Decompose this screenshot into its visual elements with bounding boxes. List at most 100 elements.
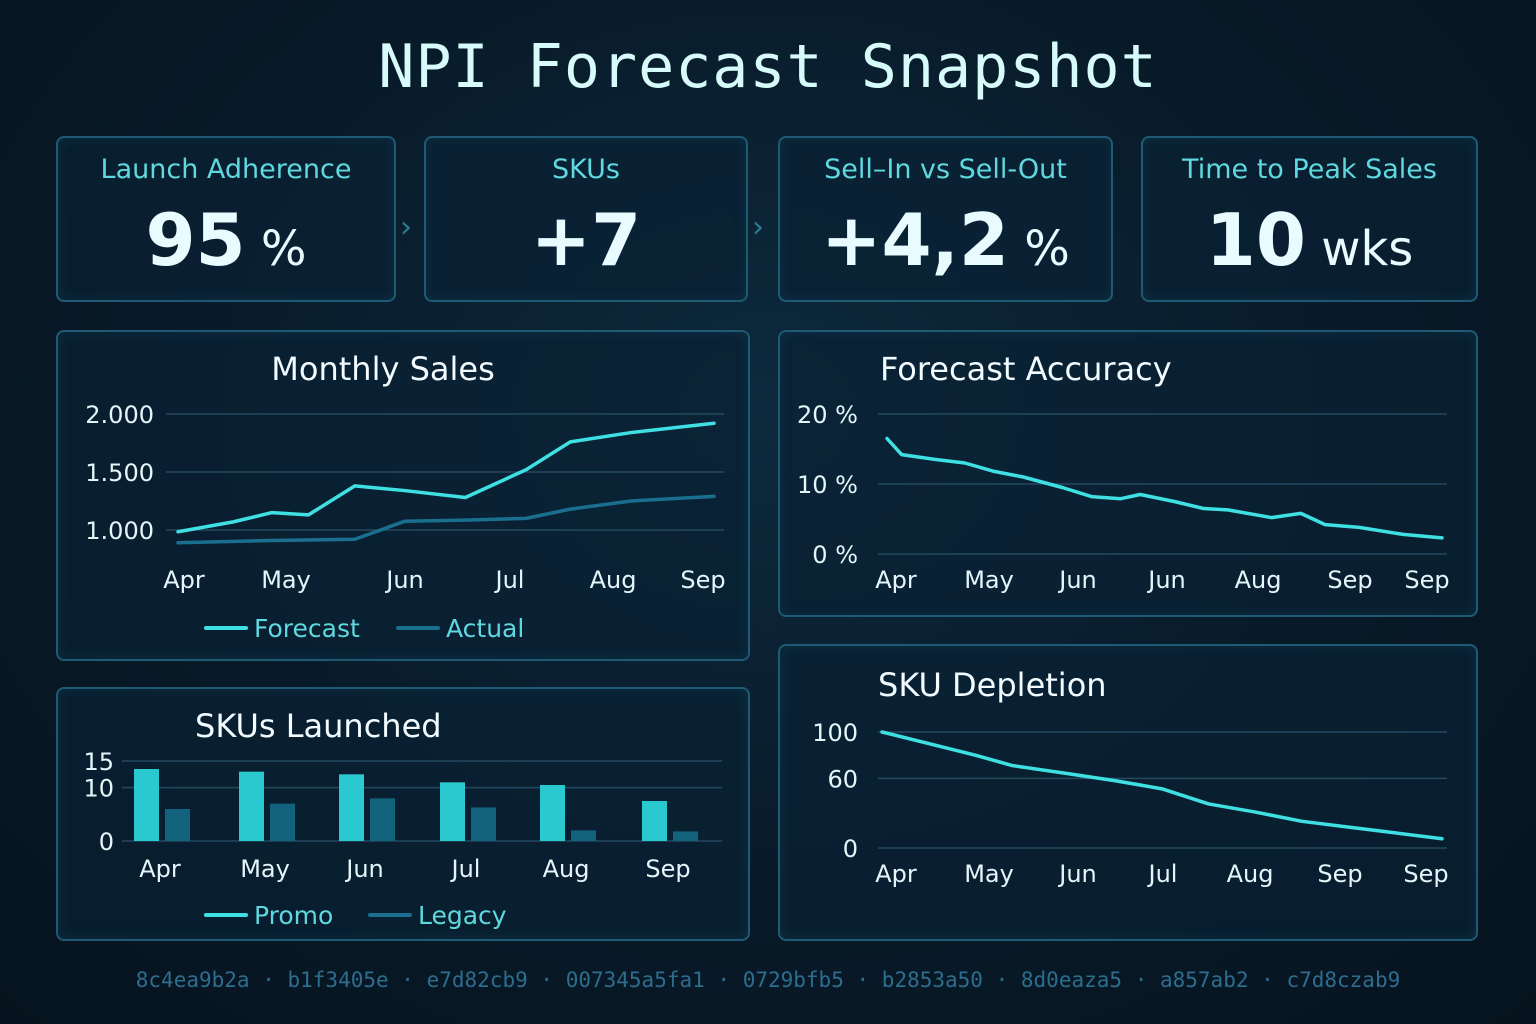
- x-tick-label: Jun: [1146, 566, 1186, 594]
- chart-title: SKUs Launched: [195, 707, 442, 745]
- y-tick-label: 1.000: [85, 517, 154, 545]
- footer-hash: c7d8czab9: [1286, 968, 1401, 992]
- kpi-value: +4,2 %: [821, 198, 1070, 282]
- y-tick-label: 20 %: [797, 401, 858, 429]
- bar-promo: [440, 782, 465, 841]
- bar-legacy: [471, 807, 496, 841]
- footer-hash: 007345a5fa1: [565, 968, 705, 992]
- x-tick-label: May: [964, 566, 1014, 594]
- kpi-value: +7: [530, 198, 642, 282]
- sku-depletion-chart: 0 60 100 Apr May Jun Jul Aug Sep Sep: [812, 719, 1448, 888]
- bar-promo: [134, 769, 159, 841]
- chart-title: Monthly Sales: [271, 350, 495, 388]
- chart-title: Forecast Accuracy: [880, 350, 1172, 388]
- series-line-main: [880, 730, 1444, 841]
- sku-depletion-panel: SKU Depletion 0 60 100 Apr May Jun Jul Aug Sep Se…: [778, 644, 1478, 941]
- x-tick-label: Jul: [1147, 860, 1178, 888]
- x-tick-label: Aug: [590, 566, 637, 594]
- chevron-right-icon: ›: [752, 210, 764, 245]
- x-tick-label: Sep: [1404, 566, 1449, 594]
- forecast-accuracy-chart: 0 % 10 % 20 % Apr May Jun Jun Aug Sep Sep: [797, 401, 1450, 594]
- y-tick-label: 60: [827, 765, 858, 793]
- footer-hash: 8d0eaza5: [1020, 968, 1123, 992]
- x-tick-label: Sep: [680, 566, 725, 594]
- footer-separator: ·: [527, 968, 566, 992]
- series-line-forecast: [176, 421, 716, 534]
- series-line-actual: [176, 494, 716, 545]
- y-tick-label: 15: [83, 748, 114, 776]
- x-tick-label: Jun: [384, 566, 424, 594]
- skus-launched-panel: SKUs Launched 0 10 15 Apr May Jun Jul Aug Sep Pro…: [56, 687, 750, 941]
- footer-hash: 0729bfb5: [742, 968, 844, 992]
- x-tick-label: Sep: [1403, 860, 1448, 888]
- y-tick-label: 100: [812, 719, 858, 747]
- kpi-value: 10 wks: [1205, 198, 1414, 282]
- footer-separator: ·: [1122, 968, 1160, 992]
- x-tick-label: Jun: [1057, 860, 1097, 888]
- legend-label: Promo: [254, 901, 333, 930]
- x-tick-label: May: [964, 860, 1014, 888]
- y-tick-label: 10: [83, 775, 114, 803]
- y-tick-label: 2.000: [85, 401, 154, 429]
- monthly-sales-chart: 1.000 1.500 2.000 Apr May Jun Jul Aug Sep Forecas…: [85, 401, 725, 643]
- x-tick-label: Sep: [1327, 566, 1372, 594]
- x-tick-label: Sep: [645, 855, 690, 883]
- kpi-card-time-to-peak: Time to Peak Sales 10 wks: [1141, 136, 1478, 302]
- monthly-sales-panel: Monthly Sales 1.000 1.500 2.000 Apr May Jun Ju…: [56, 330, 750, 661]
- footer-separator: ·: [982, 968, 1021, 992]
- legend-label: Legacy: [418, 901, 507, 930]
- footer-hashes: 8c4ea9b2a · b1f3405e · e7d82cb9 · 007345…: [0, 968, 1536, 992]
- x-tick-label: May: [240, 855, 290, 883]
- footer-hash: b1f3405e: [287, 968, 389, 992]
- x-tick-label: Aug: [1235, 566, 1282, 594]
- y-tick-label: 1.500: [85, 459, 154, 487]
- x-tick-label: Apr: [875, 566, 917, 594]
- forecast-accuracy-panel: Forecast Accuracy 0 % 10 % 20 % Apr May Jun Ju…: [778, 330, 1478, 617]
- footer-separator: ·: [249, 968, 288, 992]
- chevron-right-icon: ›: [400, 210, 412, 245]
- x-tick-label: Jul: [494, 566, 525, 594]
- legend-label: Actual: [446, 614, 524, 643]
- x-tick-label: Apr: [163, 566, 205, 594]
- kpi-label: Launch Adherence: [100, 154, 352, 185]
- x-tick-label: Sep: [1317, 860, 1362, 888]
- kpi-card-skus: SKUs +7: [424, 136, 748, 302]
- series-line-main: [885, 436, 1444, 540]
- bar-promo: [642, 801, 667, 841]
- bar-legacy: [673, 831, 698, 841]
- y-tick-label: 0: [99, 828, 114, 856]
- x-tick-label: Aug: [1227, 860, 1274, 888]
- y-tick-label: 0: [843, 835, 858, 863]
- page-title: NPI Forecast Snapshot: [378, 32, 1158, 102]
- chart-title: SKU Depletion: [878, 666, 1107, 704]
- x-tick-label: Apr: [875, 860, 917, 888]
- footer-separator: ·: [704, 968, 743, 992]
- x-tick-label: Jul: [450, 855, 481, 883]
- kpi-label: Sell–In vs Sell-Out: [824, 154, 1067, 185]
- bar-legacy: [571, 830, 596, 841]
- footer-hash: b2853a50: [881, 968, 983, 992]
- y-tick-label: 0 %: [812, 541, 858, 569]
- y-tick-label: 10 %: [797, 471, 858, 499]
- x-tick-label: Aug: [543, 855, 590, 883]
- footer-hash: e7d82cb9: [426, 968, 528, 992]
- kpi-card-launch-adherence: Launch Adherence 95 %: [56, 136, 396, 302]
- footer-hash: 8c4ea9b2a: [135, 968, 250, 992]
- kpi-value: 95 %: [145, 198, 307, 282]
- bar-legacy: [270, 803, 295, 841]
- x-tick-label: Jun: [344, 855, 384, 883]
- kpi-label: Time to Peak Sales: [1182, 154, 1437, 185]
- bar-legacy: [370, 798, 395, 841]
- kpi-card-sell-in-vs-sell-out: Sell–In vs Sell-Out +4,2 %: [778, 136, 1113, 302]
- footer-separator: ·: [843, 968, 882, 992]
- bar-promo: [239, 771, 264, 841]
- bar-promo: [540, 785, 565, 841]
- x-tick-label: Apr: [139, 855, 181, 883]
- footer-separator: ·: [1248, 968, 1287, 992]
- x-tick-label: May: [261, 566, 311, 594]
- bar-legacy: [165, 809, 190, 841]
- footer-hash: a857ab2: [1159, 968, 1249, 992]
- footer-separator: ·: [388, 968, 427, 992]
- x-tick-label: Jun: [1057, 566, 1097, 594]
